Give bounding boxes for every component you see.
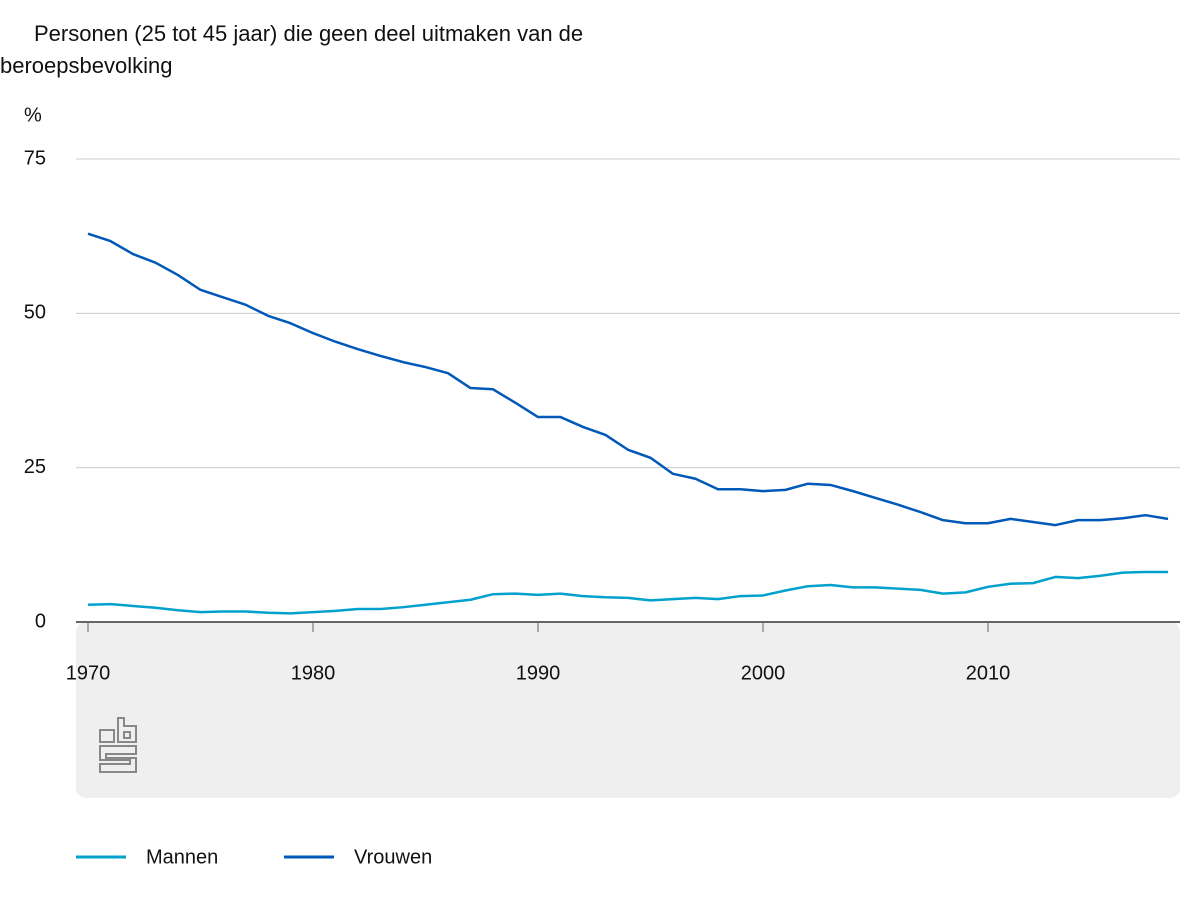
x-tick-label: 2000 xyxy=(741,662,786,684)
chart-title: Personen (25 tot 45 jaar) die geen deel … xyxy=(0,21,584,78)
line xyxy=(87,232,1169,527)
x-tick-label: 1970 xyxy=(66,662,111,684)
x-tick-label: 1990 xyxy=(516,662,561,684)
legend-label: Mannen xyxy=(146,846,218,868)
y-tick-label: 0 xyxy=(35,610,46,632)
y-tick-label: 75 xyxy=(24,147,46,169)
y-unit: % xyxy=(24,104,42,126)
x-tick-label: 2010 xyxy=(966,662,1011,684)
y-tick-label: 25 xyxy=(24,456,46,478)
y-tick-label: 50 xyxy=(24,302,46,324)
logo xyxy=(99,717,137,773)
legend-label: Vrouwen xyxy=(354,846,432,868)
line xyxy=(87,570,1168,615)
axis-panel xyxy=(76,622,1180,798)
x-tick-label: 1980 xyxy=(291,662,336,684)
